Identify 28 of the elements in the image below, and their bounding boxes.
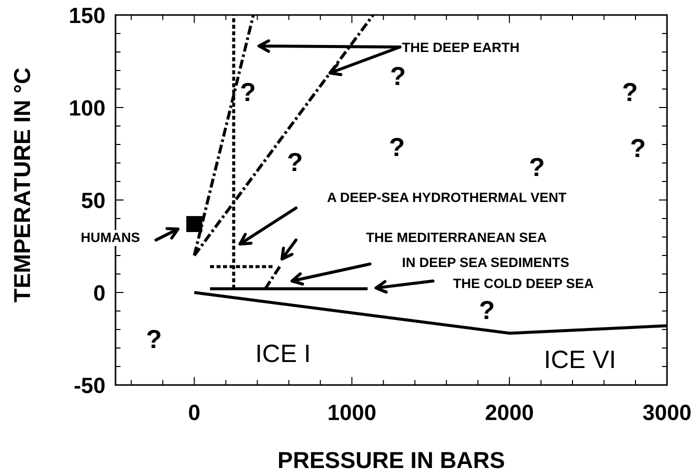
annotation: A DEEP-SEA HYDROTHERMAL VENT bbox=[327, 190, 568, 205]
annotation: ? bbox=[479, 295, 495, 325]
y-tick-label: 100 bbox=[68, 96, 106, 120]
annotation: ICE I bbox=[255, 340, 311, 368]
annotation: ? bbox=[622, 77, 638, 107]
x-axis-title: PRESSURE IN BARS bbox=[278, 447, 505, 473]
annotation: ? bbox=[390, 61, 406, 91]
x-tick-label: 1000 bbox=[327, 400, 376, 425]
y-tick-label: 0 bbox=[93, 280, 106, 306]
annotation: ? bbox=[146, 324, 162, 354]
annotation: HUMANS bbox=[80, 230, 140, 245]
y-tick-label: 50 bbox=[81, 188, 106, 213]
x-tick-label: 3000 bbox=[642, 400, 692, 425]
annotation: ? bbox=[287, 147, 303, 177]
annotation: ? bbox=[630, 133, 646, 163]
annotation: ? bbox=[389, 132, 405, 162]
y-tick-label: -50 bbox=[74, 373, 106, 398]
y-axis-title: TEMPERATURE IN °C bbox=[9, 68, 35, 302]
annotation: ? bbox=[529, 152, 545, 182]
annotation: IN DEEP SEA SEDIMENTS bbox=[402, 255, 570, 270]
y-tick-label: 150 bbox=[68, 3, 106, 28]
annotation: THE COLD DEEP SEA bbox=[453, 276, 594, 291]
annotation: ? bbox=[240, 77, 256, 107]
x-tick-label: 2000 bbox=[484, 400, 534, 425]
x-tick-label: 0 bbox=[188, 400, 200, 425]
annotation: THE DEEP EARTH bbox=[402, 40, 520, 55]
annotation: THE MEDITERRANEAN SEA bbox=[366, 230, 548, 245]
annotation: ICE VI bbox=[544, 346, 616, 374]
